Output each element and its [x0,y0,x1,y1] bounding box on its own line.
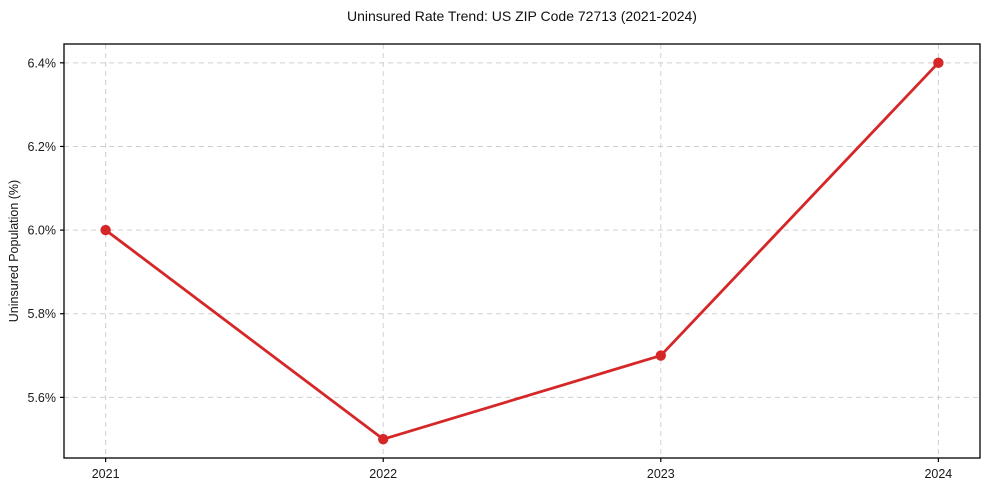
chart-title: Uninsured Rate Trend: US ZIP Code 72713 … [347,8,697,24]
x-tick-label: 2023 [647,467,675,481]
data-point-marker [655,350,666,361]
data-point-marker [100,224,111,236]
y-tick-label: 5.8% [28,307,57,321]
x-tick-label: 2024 [924,467,952,481]
x-tick-label: 2021 [92,467,120,481]
trend-line [104,61,940,441]
plot-border [63,43,981,459]
x-tick-label: 2022 [369,467,397,481]
data-point-marker [933,57,944,69]
y-tick-label: 5.6% [28,391,57,405]
y-tick-label: 6.4% [28,56,57,70]
y-tick-label: 6.0% [28,224,57,238]
y-tick-label: 6.2% [28,140,57,154]
data-point-marker [378,433,389,445]
